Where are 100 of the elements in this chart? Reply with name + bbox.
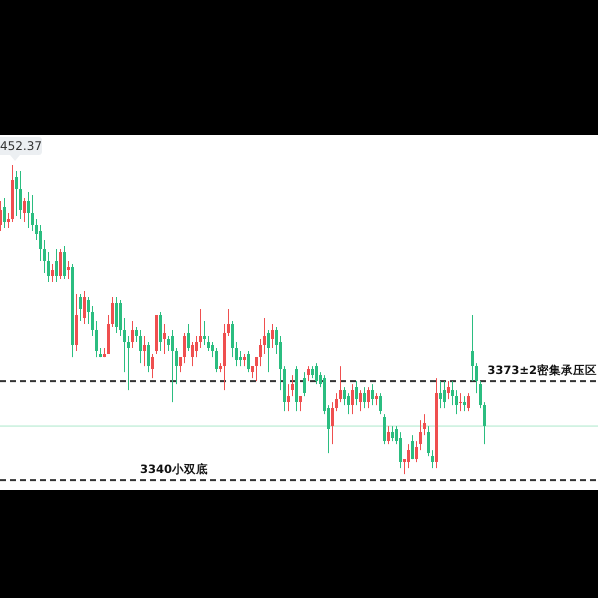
- candlestick: [335, 392, 338, 412]
- candlestick: [247, 350, 250, 373]
- candlestick: [195, 336, 198, 358]
- candlestick: [355, 380, 358, 406]
- candlestick: [31, 194, 34, 232]
- candlestick: [311, 366, 314, 379]
- candlestick: [171, 330, 174, 403]
- candlestick: [275, 326, 278, 355]
- candlestick: [167, 336, 170, 352]
- candlestick: [187, 324, 190, 352]
- candlestick: [327, 404, 330, 454]
- candlestick: [427, 426, 430, 457]
- candlestick: [431, 450, 434, 469]
- candlestick: [179, 356, 182, 373]
- candlestick: [91, 306, 94, 337]
- candlestick: [455, 390, 458, 415]
- candlestick: [227, 308, 230, 337]
- candlestick: [183, 332, 186, 364]
- candlestick: [51, 264, 54, 283]
- candlestick: [447, 380, 450, 400]
- candlestick: [423, 414, 426, 436]
- candlestick: [347, 392, 350, 415]
- candlestick: [139, 330, 142, 364]
- candlestick: [239, 350, 242, 367]
- candlestick: [395, 426, 398, 445]
- candlestick: [411, 434, 414, 460]
- candlestick: [95, 320, 98, 358]
- candlestick: [259, 338, 262, 367]
- candlestick: [15, 170, 18, 217]
- candlestick: [87, 296, 90, 325]
- candlestick: [131, 320, 134, 349]
- candlestick: [151, 354, 154, 379]
- candlestick: [55, 248, 58, 283]
- candlestick: [219, 362, 222, 373]
- candlestick: [235, 342, 238, 367]
- candlestick: [363, 386, 366, 409]
- candlestick: [451, 380, 454, 406]
- ref-line-label: 3373±2密集承压区: [487, 363, 597, 378]
- candlestick: [387, 426, 390, 445]
- candlestick: [123, 318, 126, 373]
- candlestick: [403, 458, 406, 475]
- candlestick: [83, 290, 86, 325]
- candlestick: [267, 330, 270, 373]
- candlestick: [147, 342, 150, 373]
- candlestick: [163, 324, 166, 355]
- candlestick: [367, 386, 370, 409]
- candlestick: [47, 252, 50, 283]
- candlestick: [79, 294, 82, 322]
- candlestick: [43, 240, 46, 274]
- candlestick: [479, 380, 482, 409]
- candlestick: [39, 224, 42, 262]
- candlestick: [7, 212, 10, 229]
- candlestick: [207, 336, 210, 352]
- candlestick: [243, 354, 246, 367]
- candlestick: [331, 402, 334, 445]
- candlestick: [3, 198, 6, 229]
- candlestick: [483, 402, 486, 445]
- candlestick: [419, 420, 422, 451]
- candlestick: [127, 336, 130, 391]
- candlestick: [271, 324, 274, 349]
- candlestick: [359, 390, 362, 412]
- candlestick: [291, 374, 294, 397]
- candlestick: [143, 336, 146, 367]
- candlestick: [475, 362, 478, 394]
- candlestick: [263, 318, 266, 355]
- candlestick: [19, 170, 22, 220]
- candlestick: [255, 356, 258, 382]
- candlestick: [211, 342, 214, 358]
- candlestick: [299, 396, 302, 412]
- candlestick: [191, 342, 194, 367]
- candlestick: [287, 384, 290, 412]
- candlestick: [343, 386, 346, 406]
- candlestick: [467, 392, 470, 412]
- candlestick: [415, 440, 418, 463]
- candlestick: [67, 260, 70, 280]
- candlestick: [307, 366, 310, 382]
- candlestick: [35, 218, 38, 241]
- candlestick: [303, 372, 306, 397]
- candlestick: [443, 380, 446, 409]
- annotation: 452.37: [0, 139, 42, 153]
- candlestick: [215, 348, 218, 373]
- candlestick: [371, 384, 374, 406]
- candlestick: [251, 366, 254, 379]
- candlestick: [351, 384, 354, 415]
- candlestick: [439, 380, 442, 409]
- candlestick: [463, 396, 466, 412]
- candlestick: [135, 326, 138, 343]
- candlestick: [391, 426, 394, 442]
- candlestick: [339, 366, 342, 403]
- candlestick: [199, 308, 202, 349]
- candlestick: [379, 392, 382, 415]
- candlestick: [175, 348, 178, 385]
- candlestick: [23, 198, 26, 223]
- candlestick: [459, 392, 462, 412]
- candlestick: [27, 192, 30, 229]
- candlestick: [203, 320, 206, 346]
- candlestick: [375, 392, 378, 406]
- candlestick: [315, 362, 318, 385]
- candlestick: [471, 314, 474, 382]
- candlestick: [407, 444, 410, 469]
